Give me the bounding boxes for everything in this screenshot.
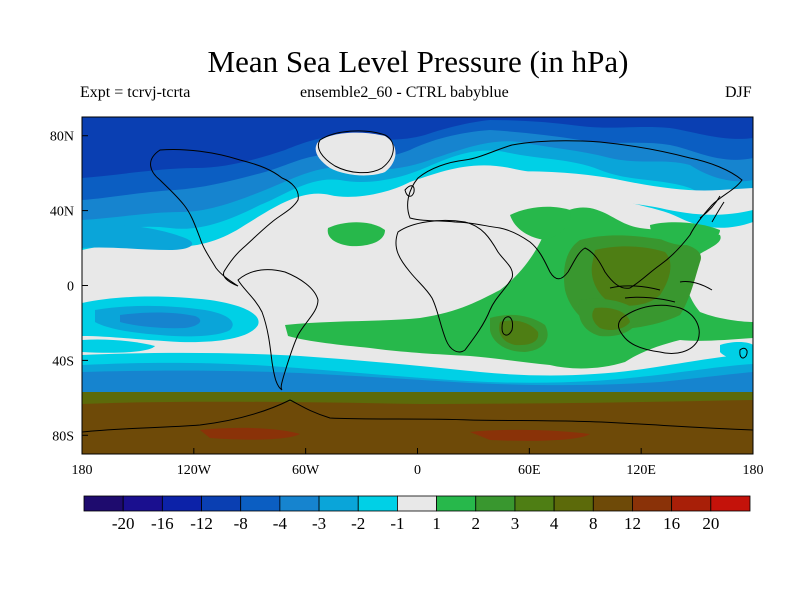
colorbar-label: 16 (663, 514, 680, 533)
coast-uk (404, 185, 415, 197)
x-tick-label: 180 (72, 463, 93, 478)
y-tick-label: 80S (52, 429, 74, 444)
colorbar-label: 20 (702, 514, 719, 533)
colorbar: -20 -16 -12 -8 -4 -3 -2 -1 1 2 3 4 8 12 16 20 (83, 495, 751, 533)
colorbar-box (475, 495, 516, 512)
coast-antarctica (82, 399, 753, 433)
colorbar-box (201, 495, 242, 512)
contour-south-neg3 (82, 370, 753, 392)
colorbar-box (318, 495, 359, 512)
colorbar-box (436, 495, 477, 512)
contour-asia-interior (467, 171, 753, 215)
colorbar-box (161, 495, 202, 512)
contour-npacific (82, 224, 193, 250)
y-tick-label: 40S (52, 354, 74, 369)
coast-indonesia (609, 281, 713, 303)
coast-new-zealand (739, 347, 748, 359)
colorbar-box (397, 495, 437, 512)
colorbar-box (671, 495, 712, 512)
contour-sw-patch (82, 339, 155, 353)
coast-australia (617, 304, 700, 354)
experiment-label: Expt = tcrvj-tcrta (80, 84, 191, 101)
colorbar-label: 12 (624, 514, 641, 533)
contour-austral-pos3 (592, 307, 630, 330)
map-title: Mean Sea Level Pressure (in hPa) (207, 44, 629, 79)
coast-north-america (150, 149, 299, 287)
colorbar-label: -8 (234, 514, 248, 533)
colorbar-label: -3 (312, 514, 326, 533)
y-tick-label: 80N (50, 130, 74, 145)
colorbar-label: 1 (432, 514, 441, 533)
pressure-field (82, 117, 753, 454)
x-tick-label: 0 (414, 463, 421, 478)
x-tick-label: 60W (292, 463, 320, 478)
contour-greenland (315, 132, 396, 176)
contour-spacific-neg3 (120, 312, 201, 329)
colorbar-label: 3 (511, 514, 520, 533)
coast-south-america (237, 269, 319, 391)
colorbar-box (83, 495, 124, 512)
colorbar-box (240, 495, 281, 512)
x-tick-label: 120W (177, 463, 212, 478)
coast-eurasia (407, 140, 743, 289)
x-tick-label: 120E (626, 463, 656, 478)
coast-greenland (317, 130, 394, 174)
contour-indian-pos3 (591, 246, 671, 306)
coast-madagascar (501, 316, 513, 336)
coast-africa (395, 219, 514, 353)
colorbar-label: -2 (351, 514, 365, 533)
x-tick-label: 180 (743, 463, 764, 478)
y-tick-label: 40N (50, 205, 74, 220)
colorbar-label: -16 (151, 514, 174, 533)
x-tick-label: 60E (518, 463, 541, 478)
contour-north-neg8 (82, 117, 753, 178)
colorbar-label: -20 (112, 514, 135, 533)
ensemble-label: ensemble2_60 - CTRL babyblue (300, 84, 509, 101)
contour-nwpacific-pos1 (650, 222, 720, 246)
contour-middleeast-pos1 (510, 206, 571, 240)
colorbar-label: -4 (273, 514, 288, 533)
colorbar-label: 2 (472, 514, 481, 533)
contour-antarctic-pos12-b (470, 429, 590, 441)
colorbar-box (357, 495, 398, 512)
colorbar-box (553, 495, 594, 512)
colorbar-label: -12 (190, 514, 213, 533)
colorbar-box (122, 495, 163, 512)
contour-antarctic-pos12 (200, 427, 300, 440)
coastlines (82, 130, 753, 433)
latitude-axis: 80N 40N 0 40S 80S (50, 130, 88, 444)
colorbar-label: -1 (390, 514, 404, 533)
colorbar-box (279, 495, 320, 512)
contour-swindian-pos3 (499, 320, 539, 346)
colorbar-box (710, 495, 751, 512)
longitude-axis: 180 120W 60W 0 60E 120E 180 (72, 448, 764, 478)
contour-antarctic-pos8 (82, 400, 753, 454)
colorbar-label: 8 (589, 514, 598, 533)
colorbar-label: 4 (550, 514, 559, 533)
colorbar-box (514, 495, 555, 512)
colorbar-box (632, 495, 673, 512)
y-tick-label: 0 (67, 280, 74, 295)
colorbar-box (592, 495, 633, 512)
season-label: DJF (725, 84, 752, 101)
contour-atlantic-pos1 (327, 222, 385, 247)
coast-japan (699, 195, 725, 223)
